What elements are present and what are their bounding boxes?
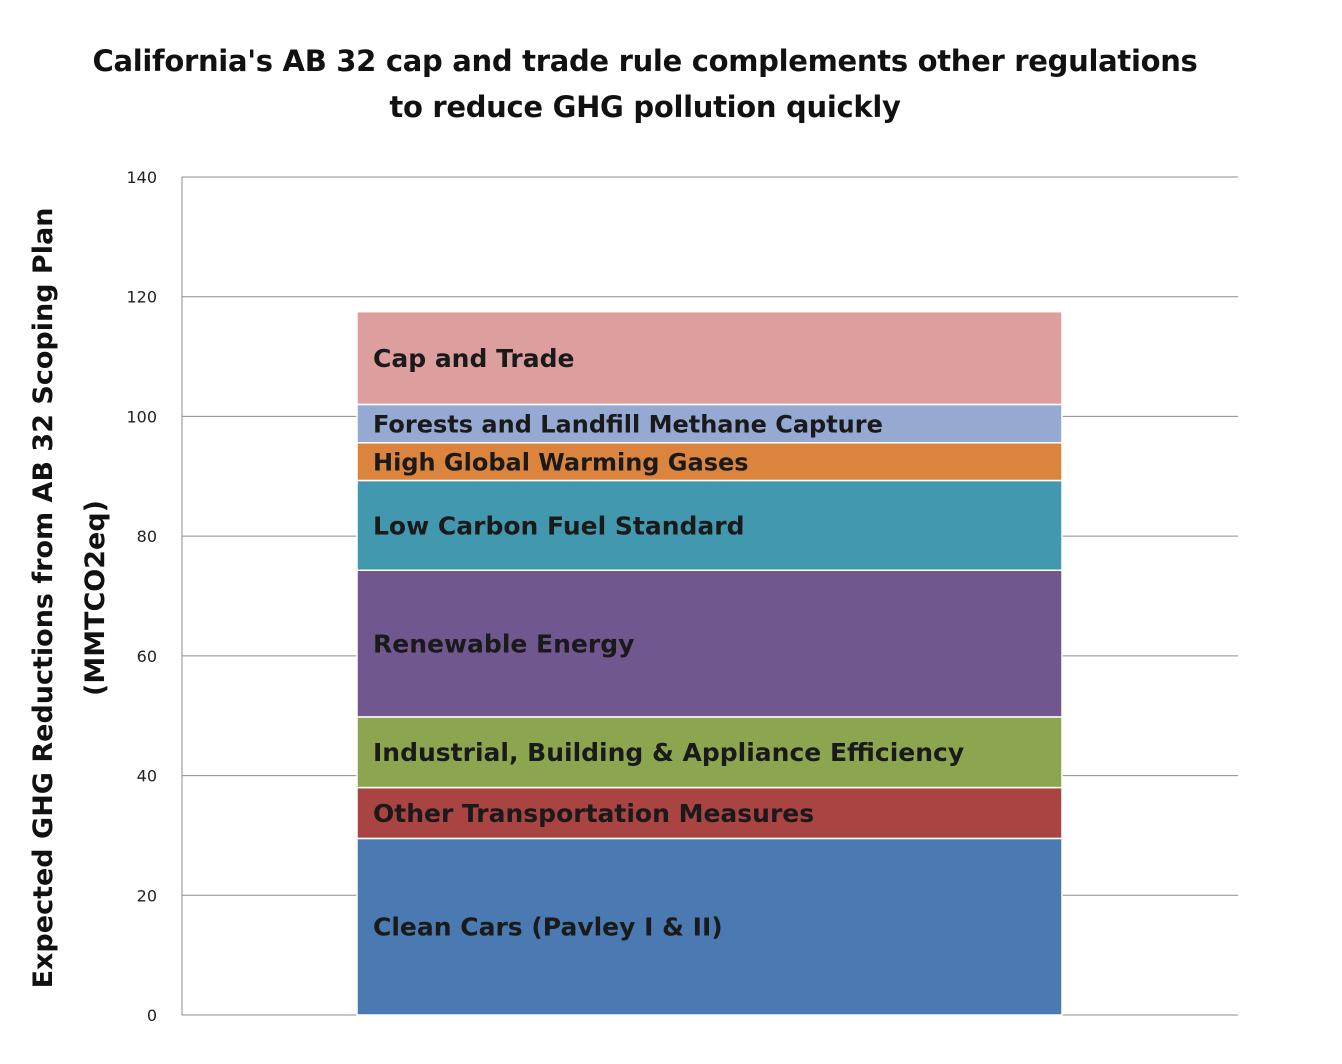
chart-title-line-1: California's AB 32 cap and trade rule co… (92, 44, 1198, 78)
y-tick-label: 100 (126, 407, 157, 426)
bar-segment-label: Clean Cars (Pavley I & II) (373, 913, 723, 942)
bar-segment-label: Cap and Trade (373, 344, 574, 373)
y-tick-label: 140 (126, 168, 157, 187)
y-tick-label: 40 (137, 767, 157, 786)
bar-segment-label: Renewable Energy (373, 630, 634, 659)
y-tick-label: 120 (126, 288, 157, 307)
bar-segment (356, 837, 1063, 1016)
y-axis-title-line-2: (MMTCO2eq) (80, 500, 111, 696)
chart-title-line-2: to reduce GHG pollution quickly (389, 90, 901, 124)
bar-segment-label: Other Transportation Measures (373, 799, 814, 828)
y-tick-label: 80 (137, 527, 157, 546)
bar-segment (356, 716, 1063, 789)
bar-segment-label: High Global Warming Gases (373, 449, 749, 477)
bar-segment (356, 310, 1063, 406)
y-tick-label: 0 (147, 1006, 157, 1025)
bar-segment-label: Forests and Landfill Methane Capture (373, 411, 883, 439)
bar-segment (356, 442, 1063, 482)
bar-segment (356, 786, 1063, 840)
bar-segment-label: Industrial, Building & Appliance Efficie… (373, 738, 964, 767)
y-axis-title-line-1: Expected GHG Reductions from AB 32 Scopi… (28, 208, 59, 989)
bar-segment (356, 479, 1063, 572)
y-tick-label: 20 (137, 886, 157, 905)
y-tick-label: 60 (137, 647, 157, 666)
bar-segment (356, 569, 1063, 718)
bar-segment-label: Low Carbon Fuel Standard (373, 511, 745, 540)
